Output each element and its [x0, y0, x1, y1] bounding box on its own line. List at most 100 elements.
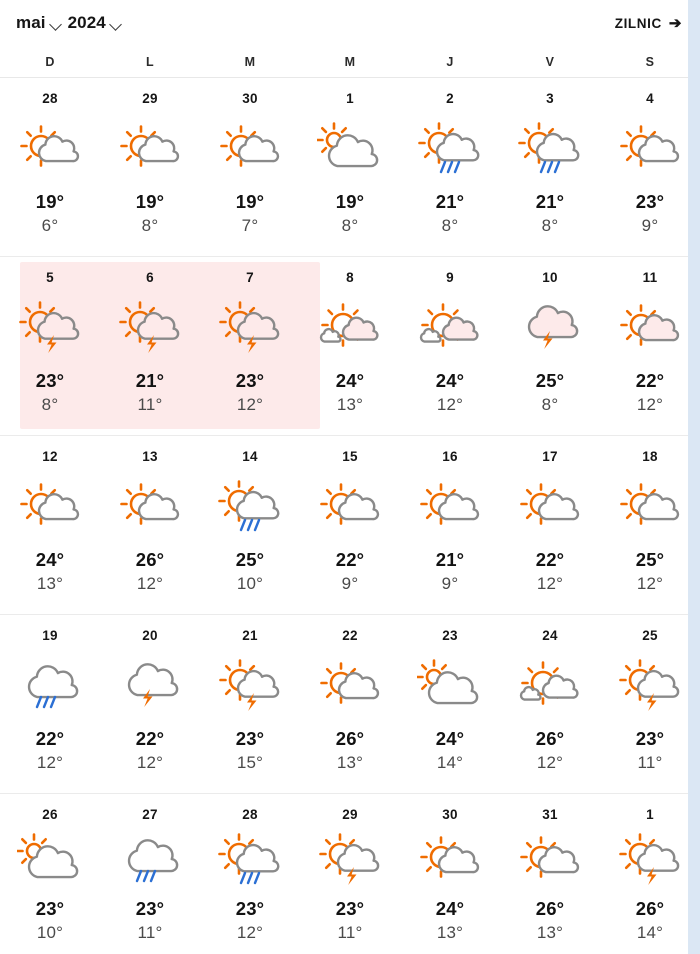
day-cell[interactable]: 16 21° 9° — [400, 436, 500, 614]
day-cell[interactable]: 20 22° 12° — [100, 615, 200, 793]
sun-cloud-icon — [114, 113, 186, 185]
sun-clouds-icon — [314, 292, 386, 364]
day-number: 18 — [642, 449, 658, 464]
month-year-selector[interactable]: mai 2024 — [16, 13, 122, 33]
low-temperature: 12° — [236, 395, 264, 414]
high-temperature: 19° — [335, 191, 365, 212]
day-cell[interactable]: 25 23° 11° — [600, 615, 700, 793]
day-cell[interactable]: 29 23° 11° — [300, 794, 400, 943]
day-cell[interactable]: 15 22° 9° — [300, 436, 400, 614]
day-cell[interactable]: 23 24° 14° — [400, 615, 500, 793]
day-cell[interactable]: 7 23° 12° — [200, 257, 300, 435]
high-temperature: 21° — [435, 191, 465, 212]
day-cell[interactable]: 12 24° 13° — [0, 436, 100, 614]
sun-cloud-icon — [114, 471, 186, 543]
day-cell[interactable]: 18 25° 12° — [600, 436, 700, 614]
high-temperature: 22° — [535, 549, 565, 570]
high-temperature: 22° — [35, 728, 65, 749]
scrollbar-track[interactable] — [688, 0, 700, 954]
daily-view-link[interactable]: ZILNIC ➔ — [615, 16, 682, 31]
day-cell[interactable]: 1 19° 8° — [300, 78, 400, 256]
day-cell[interactable]: 8 24° 13° — [300, 257, 400, 435]
high-temperature: 23° — [235, 728, 265, 749]
day-cell[interactable]: 14 25° 10° — [200, 436, 300, 614]
high-temperature: 24° — [435, 370, 465, 391]
low-temperature: 7° — [241, 216, 259, 235]
low-temperature: 13° — [536, 923, 564, 942]
day-cell[interactable]: 24 26° 12° — [500, 615, 600, 793]
day-cell[interactable]: 4 23° 9° — [600, 78, 700, 256]
chevron-down-icon[interactable] — [111, 19, 122, 30]
day-cell[interactable]: 9 24° 12° — [400, 257, 500, 435]
day-number: 6 — [146, 270, 154, 285]
sun-cloud-icon — [614, 113, 686, 185]
day-cell[interactable]: 22 26° 13° — [300, 615, 400, 793]
day-cell[interactable]: 19 22° 12° — [0, 615, 100, 793]
sun-cloud-icon — [620, 304, 680, 346]
sun-cloud-icon — [220, 125, 280, 167]
chevron-down-icon[interactable] — [51, 19, 62, 30]
sun-cloud-thunder-icon — [214, 292, 286, 364]
year-picker[interactable]: 2024 — [68, 13, 122, 33]
day-cell[interactable]: 30 19° 7° — [200, 78, 300, 256]
high-temperature: 21° — [135, 370, 165, 391]
high-temperature: 23° — [635, 191, 665, 212]
cloud-thunder-icon — [127, 663, 179, 707]
day-cell[interactable]: 17 22° 12° — [500, 436, 600, 614]
day-cell[interactable]: 2 21° 8° — [400, 78, 500, 256]
day-cell[interactable]: 21 23° 15° — [200, 615, 300, 793]
day-number: 21 — [242, 628, 258, 643]
day-number: 17 — [542, 449, 558, 464]
low-temperature: 12° — [536, 753, 564, 772]
low-temperature: 9° — [441, 574, 459, 593]
calendar-week-row: 26 23° 10° 27 23° 11° 28 23° 12° 29 23° 11° 30 24° 13°… — [0, 794, 700, 943]
day-cell[interactable]: 5 23° 8° — [0, 257, 100, 435]
low-temperature: 11° — [337, 923, 363, 942]
day-number: 5 — [46, 270, 54, 285]
day-number: 19 — [42, 628, 58, 643]
high-temperature: 23° — [235, 898, 265, 919]
sun-cloud-thunder-icon — [219, 301, 280, 353]
day-cell[interactable]: 28 23° 12° — [200, 794, 300, 943]
cloud-thunder-icon — [514, 292, 586, 364]
day-number: 13 — [142, 449, 158, 464]
low-temperature: 14° — [636, 923, 664, 942]
day-cell[interactable]: 1 26° 14° — [600, 794, 700, 943]
sun-cloud-icon — [520, 835, 580, 878]
day-cell[interactable]: 28 19° 6° — [0, 78, 100, 256]
low-temperature: 13° — [336, 753, 364, 772]
cloud-thunder-icon — [114, 650, 186, 722]
day-cell[interactable]: 31 26° 13° — [500, 794, 600, 943]
day-cell[interactable]: 6 21° 11° — [100, 257, 200, 435]
month-picker[interactable]: mai — [16, 13, 62, 33]
low-temperature: 10° — [236, 574, 264, 593]
day-cell[interactable]: 30 24° 13° — [400, 794, 500, 943]
day-cell[interactable]: 26 23° 10° — [0, 794, 100, 943]
day-cell[interactable]: 13 26° 12° — [100, 436, 200, 614]
low-temperature: 10° — [36, 923, 64, 942]
day-cell[interactable]: 10 25° 8° — [500, 257, 600, 435]
sun-cloud-icon — [614, 292, 686, 364]
vertical-scrollbar[interactable] — [688, 0, 700, 954]
day-cell[interactable]: 27 23° 11° — [100, 794, 200, 943]
sun-cloud-thunder-icon — [619, 832, 680, 885]
sun-cloud-thunder-icon — [614, 827, 686, 892]
low-temperature: 12° — [36, 753, 64, 772]
sun-clouds-icon — [419, 303, 479, 347]
day-number: 28 — [242, 807, 258, 822]
sun-cloud-rain-icon — [218, 480, 280, 532]
sun-cloud-thunder-icon — [114, 292, 186, 364]
arrow-right-icon: ➔ — [668, 14, 682, 32]
day-cell[interactable]: 11 22° 12° — [600, 257, 700, 435]
day-cell[interactable]: 29 19° 8° — [100, 78, 200, 256]
sun-cloud-icon — [120, 483, 180, 525]
high-temperature: 19° — [235, 191, 265, 212]
day-number: 26 — [42, 807, 58, 822]
weekday-label-0: D — [45, 54, 55, 69]
high-temperature: 26° — [335, 728, 365, 749]
sun-cloud-icon — [14, 113, 86, 185]
day-number: 12 — [42, 449, 58, 464]
day-cell[interactable]: 3 21° 8° — [500, 78, 600, 256]
weekday-label-5: V — [545, 54, 555, 69]
low-temperature: 9° — [341, 574, 359, 593]
